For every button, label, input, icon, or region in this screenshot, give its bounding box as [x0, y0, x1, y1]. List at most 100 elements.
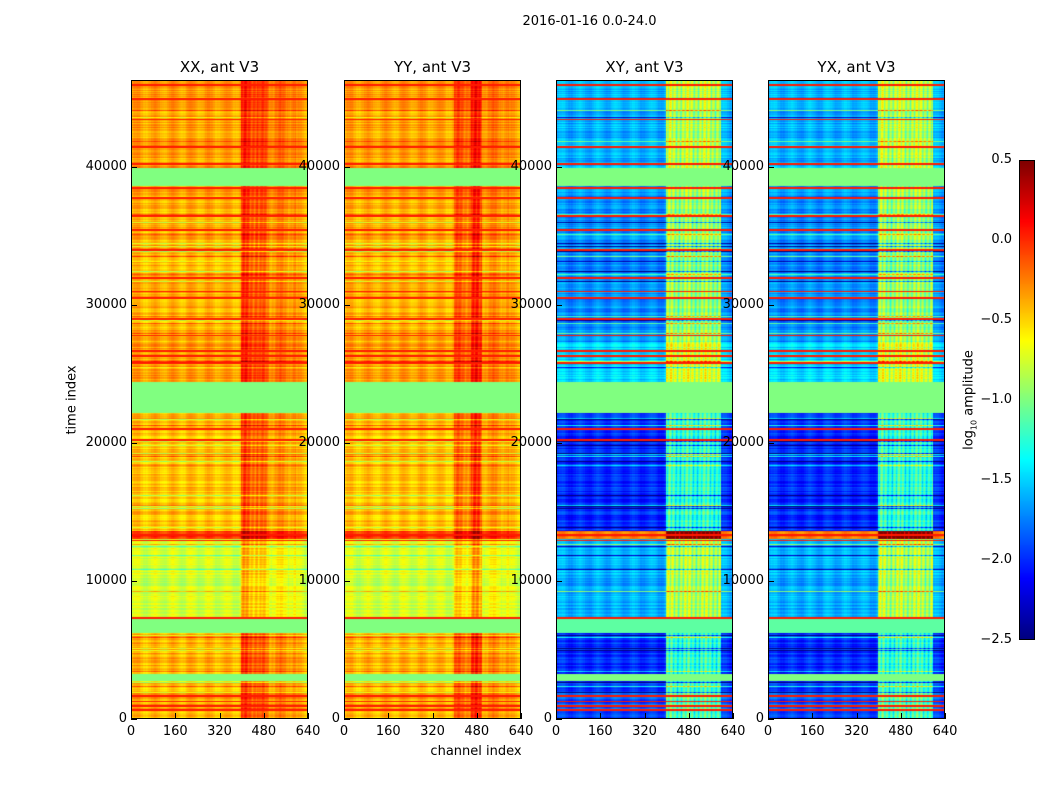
x-tick-mark: [644, 713, 646, 719]
x-tick-label: 480: [888, 724, 914, 739]
x-tick-mark: [812, 713, 814, 719]
x-tick-label: 640: [295, 724, 321, 739]
y-tick-label: 0: [331, 711, 340, 726]
y-tick-mark: [131, 304, 137, 306]
x-tick-mark: [476, 713, 478, 719]
y-tick-mark: [768, 304, 774, 306]
x-axis-label: channel index: [430, 744, 522, 759]
x-tick-label: 480: [251, 724, 277, 739]
x-tick-mark: [688, 713, 690, 719]
colorbar-tick-label: 0.5: [991, 152, 1012, 167]
x-tick-mark: [945, 713, 946, 719]
x-tick-label: 160: [587, 724, 613, 739]
colorbar-tick-label: −1.5: [980, 472, 1012, 487]
y-tick-label: 40000: [722, 158, 764, 174]
x-tick-label: 320: [844, 724, 869, 739]
x-tick-label: 320: [207, 724, 232, 739]
y-tick-mark: [556, 719, 562, 720]
y-tick-mark: [556, 442, 562, 444]
x-tick-label: 160: [799, 724, 825, 739]
x-tick-label: 160: [162, 724, 188, 739]
y-tick-label: 0: [543, 711, 552, 726]
colorbar: [1019, 160, 1035, 640]
heatmap-image: [132, 81, 307, 718]
x-tick-mark: [263, 713, 265, 719]
panel-title: XX, ant V3: [179, 58, 260, 76]
colorbar-gradient: [1020, 161, 1034, 639]
colorbar-tick-label: −1.0: [980, 392, 1012, 407]
y-tick-label: 20000: [85, 434, 127, 450]
x-tick-label: 320: [420, 724, 445, 739]
x-tick-label: 0: [763, 724, 773, 739]
y-tick-label: 30000: [85, 296, 127, 312]
y-tick-label: 10000: [85, 572, 127, 588]
y-axis-label: time index: [64, 365, 80, 435]
x-tick-mark: [856, 713, 858, 719]
y-tick-label: 40000: [510, 158, 552, 174]
colorbar-tick-label: −0.5: [980, 312, 1012, 327]
x-tick-mark: [768, 713, 769, 719]
x-tick-label: 160: [375, 724, 401, 739]
y-tick-mark: [556, 166, 562, 168]
x-tick-mark: [175, 713, 177, 719]
y-tick-mark: [344, 719, 350, 720]
colorbar-tick-label: −2.5: [980, 632, 1012, 647]
x-tick-mark: [308, 713, 309, 719]
y-tick-mark: [768, 719, 774, 720]
x-tick-label: 320: [632, 724, 657, 739]
y-tick-mark: [131, 442, 137, 444]
figure-title: 2016-01-16 0.0-24.0: [522, 14, 657, 29]
y-tick-mark: [768, 166, 774, 168]
panel-title: YX, ant V3: [817, 58, 896, 76]
x-tick-label: 480: [676, 724, 702, 739]
y-tick-mark: [344, 304, 350, 306]
y-tick-label: 30000: [510, 296, 552, 312]
heatmap-image: [769, 81, 944, 718]
y-tick-mark: [556, 580, 562, 582]
x-tick-mark: [600, 713, 602, 719]
x-tick-label: 640: [720, 724, 746, 739]
y-tick-label: 0: [118, 711, 127, 726]
heatmap-image: [557, 81, 732, 718]
x-tick-mark: [733, 713, 734, 719]
y-tick-label: 0: [755, 711, 764, 726]
y-tick-label: 20000: [722, 434, 764, 450]
panel-title: XY, ant V3: [605, 58, 684, 76]
colorbar-tick-label: 0.0: [991, 232, 1012, 247]
y-tick-label: 40000: [298, 158, 340, 174]
x-tick-mark: [388, 713, 390, 719]
y-tick-label: 40000: [85, 158, 127, 174]
y-tick-mark: [344, 166, 350, 168]
x-tick-label: 0: [551, 724, 561, 739]
x-tick-mark: [900, 713, 902, 719]
x-tick-mark: [556, 713, 557, 719]
x-tick-label: 640: [932, 724, 958, 739]
x-tick-label: 480: [464, 724, 490, 739]
heatmap-panel: [768, 80, 945, 719]
y-tick-mark: [131, 719, 137, 720]
y-tick-label: 30000: [298, 296, 340, 312]
y-tick-mark: [131, 166, 137, 168]
colorbar-tick-label: −2.0: [980, 552, 1012, 567]
heatmap-panel: [131, 80, 308, 719]
heatmap-image: [345, 81, 520, 718]
y-tick-label: 30000: [722, 296, 764, 312]
panel-title: YY, ant V3: [393, 58, 471, 76]
y-tick-mark: [344, 580, 350, 582]
x-tick-mark: [344, 713, 345, 719]
x-tick-mark: [219, 713, 221, 719]
x-tick-label: 640: [508, 724, 534, 739]
y-tick-label: 20000: [298, 434, 340, 450]
x-tick-mark: [131, 713, 132, 719]
heatmap-panel: [556, 80, 733, 719]
heatmap-panel: [344, 80, 521, 719]
y-tick-mark: [768, 442, 774, 444]
x-tick-label: 0: [339, 724, 349, 739]
y-tick-label: 10000: [298, 572, 340, 588]
x-tick-label: 0: [126, 724, 136, 739]
x-tick-mark: [432, 713, 434, 719]
x-tick-mark: [521, 713, 522, 719]
y-tick-label: 10000: [722, 572, 764, 588]
y-tick-mark: [556, 304, 562, 306]
